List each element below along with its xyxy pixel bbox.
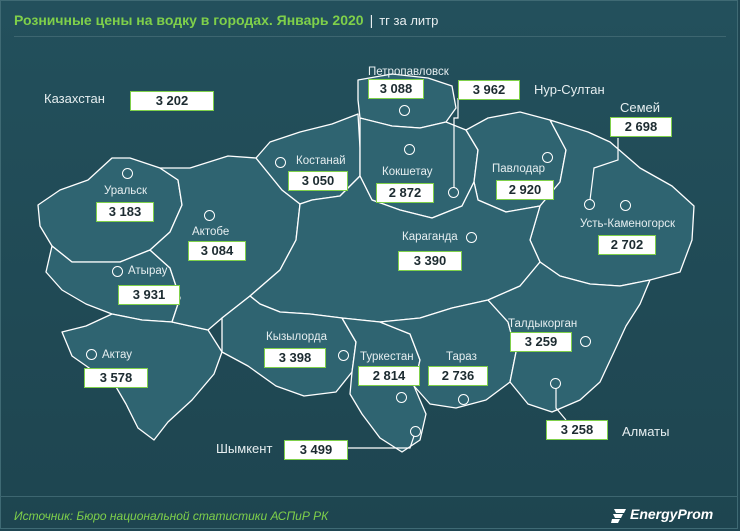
city-marker-aktau	[86, 349, 97, 360]
city-label-ust-kamenogorsk: Усть-Каменогорск	[580, 218, 676, 230]
city-label-petropavlovsk: Петропавловск	[368, 66, 449, 78]
city-value-ust-kamenogorsk: 2 702	[598, 235, 656, 255]
unit-label: тг за литр	[379, 13, 439, 28]
national-label: Казахстан	[44, 91, 105, 106]
leader-shymkent	[346, 435, 415, 449]
city-value-pavlodar: 2 920	[496, 180, 554, 200]
city-value-aktau: 3 578	[84, 368, 148, 388]
city-value-kokshetau: 2 872	[376, 183, 434, 203]
city-label-karaganda: Караганда	[402, 231, 458, 243]
city-marker-uralsk	[122, 168, 133, 179]
city-marker-petropavlovsk	[399, 105, 410, 116]
energyprom-logo-icon	[611, 509, 626, 523]
city-marker-pavlodar	[542, 152, 553, 163]
city-value-taraz: 2 736	[428, 366, 488, 386]
city-label-shymkent: Шымкент	[216, 441, 273, 456]
city-marker-turkestan	[396, 392, 407, 403]
city-value-atyrau: 3 931	[118, 285, 180, 305]
city-label-pavlodar: Павлодар	[492, 163, 545, 175]
city-label-almaty: Алматы	[622, 424, 670, 439]
city-label-kokshetau: Кокшетау	[382, 166, 433, 178]
source-note: Источник: Бюро национальной статистики А…	[14, 509, 329, 523]
national-value: 3 202	[130, 91, 214, 111]
city-value-semey: 2 698	[610, 117, 672, 137]
city-label-taldykorgan: Талдыкорган	[508, 318, 578, 330]
city-label-kyzylorda: Кызылорда	[266, 331, 327, 343]
city-value-karaganda: 3 390	[398, 251, 462, 271]
city-label-taraz: Тараз	[446, 351, 477, 363]
city-label-aktobe: Актобе	[192, 226, 230, 238]
city-value-kostanay: 3 050	[288, 171, 348, 191]
city-marker-kokshetau	[404, 144, 415, 155]
city-label-aktau: Актау	[102, 349, 132, 361]
city-value-uralsk: 3 183	[96, 202, 154, 222]
title-separator: |	[369, 12, 374, 28]
city-marker-shymkent	[410, 426, 421, 437]
city-marker-ust-kamenogorsk	[620, 200, 631, 211]
brand-name: EnergyProm	[630, 506, 714, 522]
city-marker-taraz	[458, 394, 469, 405]
leader-almaty	[555, 388, 567, 421]
city-value-nur-sultan: 3 962	[458, 80, 520, 100]
leader-nur-sultan	[453, 98, 459, 188]
city-marker-kostanay	[275, 157, 286, 168]
city-label-nur-sultan: Нур-Султан	[534, 82, 605, 97]
city-marker-atyrau	[112, 266, 123, 277]
city-label-turkestan: Туркестан	[360, 351, 414, 363]
city-value-turkestan: 2 814	[358, 366, 420, 386]
city-marker-semey	[584, 199, 595, 210]
city-value-taldykorgan: 3 259	[510, 332, 572, 352]
city-value-kyzylorda: 3 398	[264, 348, 326, 368]
city-value-aktobe: 3 084	[188, 241, 246, 261]
header-divider	[14, 36, 726, 37]
footer-divider	[0, 496, 738, 497]
page-title: Розничные цены на водку в городах. Январ…	[14, 12, 438, 28]
city-value-shymkent: 3 499	[284, 440, 348, 460]
city-marker-karaganda	[466, 232, 477, 243]
city-marker-taldykorgan	[580, 336, 591, 347]
city-marker-aktobe	[204, 210, 215, 221]
city-value-petropavlovsk: 3 088	[368, 79, 424, 99]
city-marker-kyzylorda	[338, 350, 349, 361]
city-value-almaty: 3 258	[546, 420, 608, 440]
leader-semey	[589, 138, 619, 201]
city-label-semey: Семей	[620, 100, 661, 115]
city-marker-almaty	[550, 378, 561, 389]
city-marker-nur-sultan	[448, 187, 459, 198]
city-label-uralsk: Уральск	[104, 185, 148, 197]
title-text: Розничные цены на водку в городах. Январ…	[14, 12, 364, 28]
city-label-kostanay: Костанай	[296, 155, 346, 167]
city-label-atyrau: Атырау	[128, 265, 168, 277]
